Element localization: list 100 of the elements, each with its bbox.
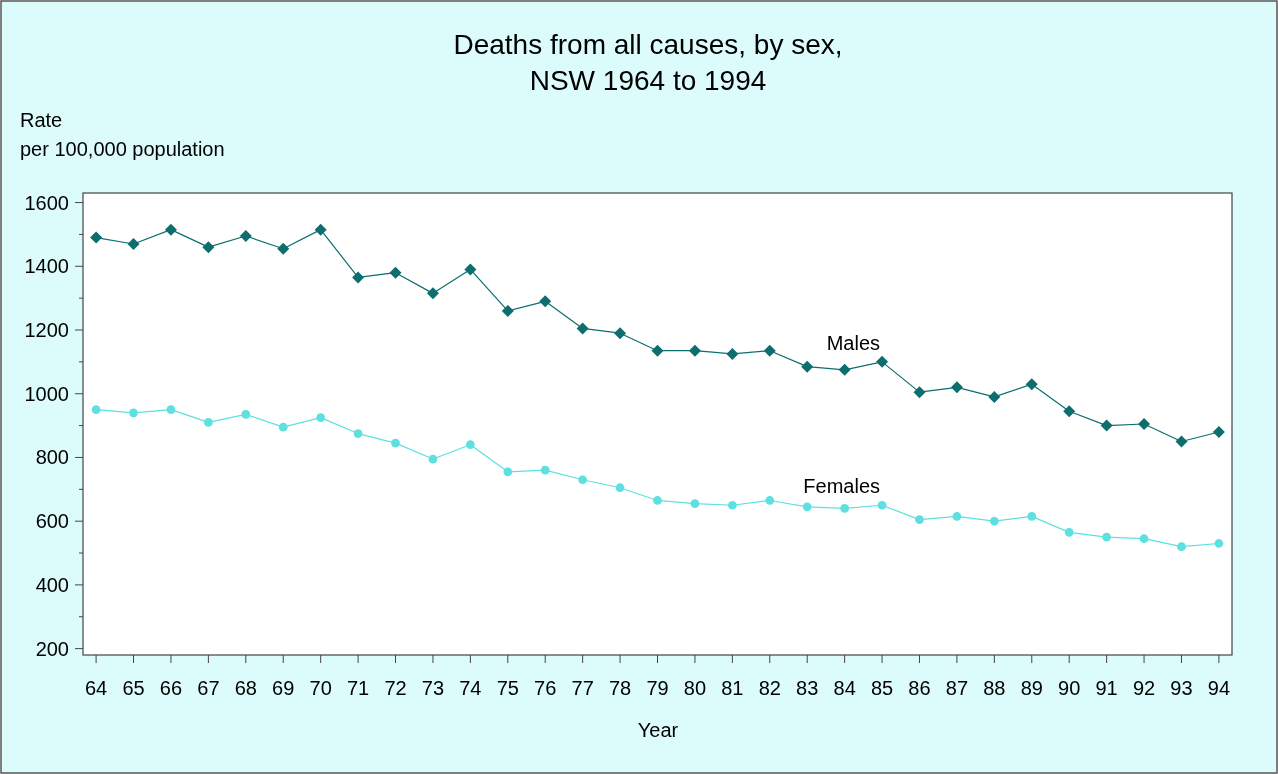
x-tick-label: 80 <box>683 677 707 699</box>
x-tick-label: 69 <box>272 677 295 699</box>
point <box>503 467 513 477</box>
point <box>1025 378 1038 391</box>
point <box>501 304 514 317</box>
point <box>838 363 851 376</box>
point <box>801 360 814 373</box>
point <box>389 266 402 279</box>
y-tick-label: 600 <box>35 510 69 533</box>
x-tick-label: 65 <box>122 677 145 699</box>
point <box>690 499 700 509</box>
point <box>688 344 701 357</box>
x-tick-label: 85 <box>870 677 894 699</box>
x-tick-label: 88 <box>983 677 1006 699</box>
y-tick-label: 400 <box>35 573 69 596</box>
point <box>802 502 812 512</box>
x-tick-label: 68 <box>234 677 257 699</box>
chart-title: Deaths from all causes, by sex, NSW 1964 to 1994 <box>453 29 843 96</box>
point <box>950 381 963 394</box>
series-label: Males <box>826 331 881 354</box>
x-axis-title: Year <box>637 719 679 741</box>
point <box>576 322 589 335</box>
point <box>391 438 400 448</box>
x-tick-label: 75 <box>496 677 519 699</box>
point <box>615 483 625 493</box>
point <box>539 295 552 308</box>
x-tick-label: 73 <box>421 677 445 699</box>
point <box>989 516 999 526</box>
point <box>840 504 849 513</box>
point <box>314 223 327 236</box>
point <box>1139 534 1149 544</box>
point <box>876 355 889 368</box>
x-tick-label: 83 <box>796 677 819 699</box>
point <box>428 454 438 464</box>
point <box>316 413 326 422</box>
y-tick-label: 1000 <box>24 382 69 405</box>
point <box>129 408 138 418</box>
x-tick-label: 77 <box>571 677 594 699</box>
point <box>614 327 627 340</box>
point <box>91 405 101 415</box>
point <box>1212 425 1225 438</box>
point <box>278 422 288 432</box>
point <box>877 500 887 510</box>
point <box>1063 405 1076 418</box>
x-tick-label: 71 <box>346 677 370 699</box>
x-tick-label: 66 <box>159 677 183 699</box>
point <box>653 496 662 505</box>
point <box>1175 435 1188 448</box>
point <box>1102 532 1111 542</box>
point <box>765 496 775 505</box>
point <box>727 500 737 510</box>
x-tick-label: 67 <box>197 677 220 699</box>
x-tick-label: 91 <box>1095 677 1118 699</box>
point <box>913 386 926 399</box>
point <box>90 231 103 244</box>
y-axis-title: Rate per 100,000 population <box>20 109 225 160</box>
y-tick-label: 1600 <box>24 191 69 214</box>
x-tick-label: 82 <box>758 677 781 699</box>
point <box>466 440 475 450</box>
point <box>277 242 290 255</box>
point <box>988 390 1001 403</box>
y-tick-label: 200 <box>35 637 69 660</box>
point <box>1138 418 1151 430</box>
x-tick-label: 92 <box>1132 677 1156 699</box>
x-tick-label: 94 <box>1207 677 1231 699</box>
point <box>763 344 776 357</box>
series-label: Females <box>803 475 881 498</box>
point <box>1214 539 1224 548</box>
x-tick-label: 86 <box>908 677 931 699</box>
x-tick-label: 93 <box>1170 677 1193 699</box>
y-tick-label: 1200 <box>24 319 69 342</box>
point <box>127 237 140 250</box>
point <box>1064 527 1074 537</box>
point <box>1100 419 1113 432</box>
x-tick-label: 72 <box>384 677 407 699</box>
x-tick-label: 70 <box>309 677 332 699</box>
point <box>915 515 924 524</box>
point <box>204 418 213 427</box>
point <box>352 271 365 284</box>
point <box>166 405 176 415</box>
x-tick-label: 64 <box>84 677 108 699</box>
point <box>464 263 477 276</box>
point <box>202 241 215 254</box>
x-tick-label: 90 <box>1058 677 1081 699</box>
point <box>241 410 251 419</box>
x-tick-label: 87 <box>945 677 969 699</box>
point <box>1027 512 1037 521</box>
point <box>426 287 439 300</box>
y-tick-label: 800 <box>35 446 69 469</box>
point <box>651 344 664 357</box>
point <box>952 512 962 521</box>
x-tick-label: 84 <box>833 677 856 699</box>
x-tick-label: 76 <box>534 677 557 699</box>
point <box>1177 542 1186 552</box>
x-tick-label: 74 <box>459 677 482 699</box>
point <box>239 230 252 243</box>
x-tick-label: 89 <box>1020 677 1043 699</box>
point <box>353 429 363 438</box>
point <box>578 475 588 485</box>
x-tick-label: 78 <box>608 677 632 699</box>
